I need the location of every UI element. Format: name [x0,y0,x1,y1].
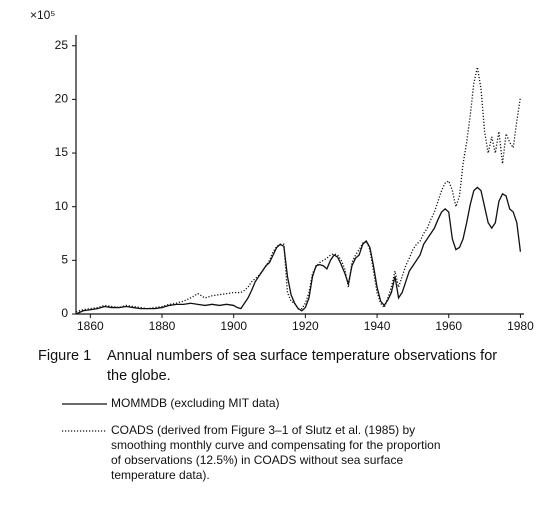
caption-line: Annual numbers of sea surface temperatur… [107,348,497,364]
legend-label: MOMMDB (excluding MIT data) [111,396,280,410]
series-line [75,186,522,315]
y-tick-label: 15 [55,145,69,159]
x-tick-label: 1960 [435,319,462,333]
y-tick-label: 25 [55,38,69,52]
multiplier-label: ×10⁵ [30,8,55,22]
y-tick-label: 5 [61,253,68,267]
x-tick-label: 1880 [149,319,176,333]
legend-label: smoothing monthly curve and compensating… [111,438,441,452]
x-tick-label: 1900 [220,319,247,333]
y-tick-label: 20 [55,92,69,106]
x-tick-label: 1920 [292,319,319,333]
legend-label: COADS (derived from Figure 3–1 of Slutz … [111,423,415,437]
y-tick-label: 0 [61,306,68,320]
y-tick-label: 10 [55,199,69,213]
legend-label: temperature data). [111,468,210,482]
caption-label: Figure 1 [38,348,91,364]
caption-line: the globe. [107,368,171,384]
x-tick-label: 1860 [77,319,104,333]
legend-label: of observations (12.5%) in COADS without… [111,453,403,467]
x-tick-label: 1940 [364,319,391,333]
x-tick-label: 1980 [507,319,534,333]
series-line [75,67,522,313]
